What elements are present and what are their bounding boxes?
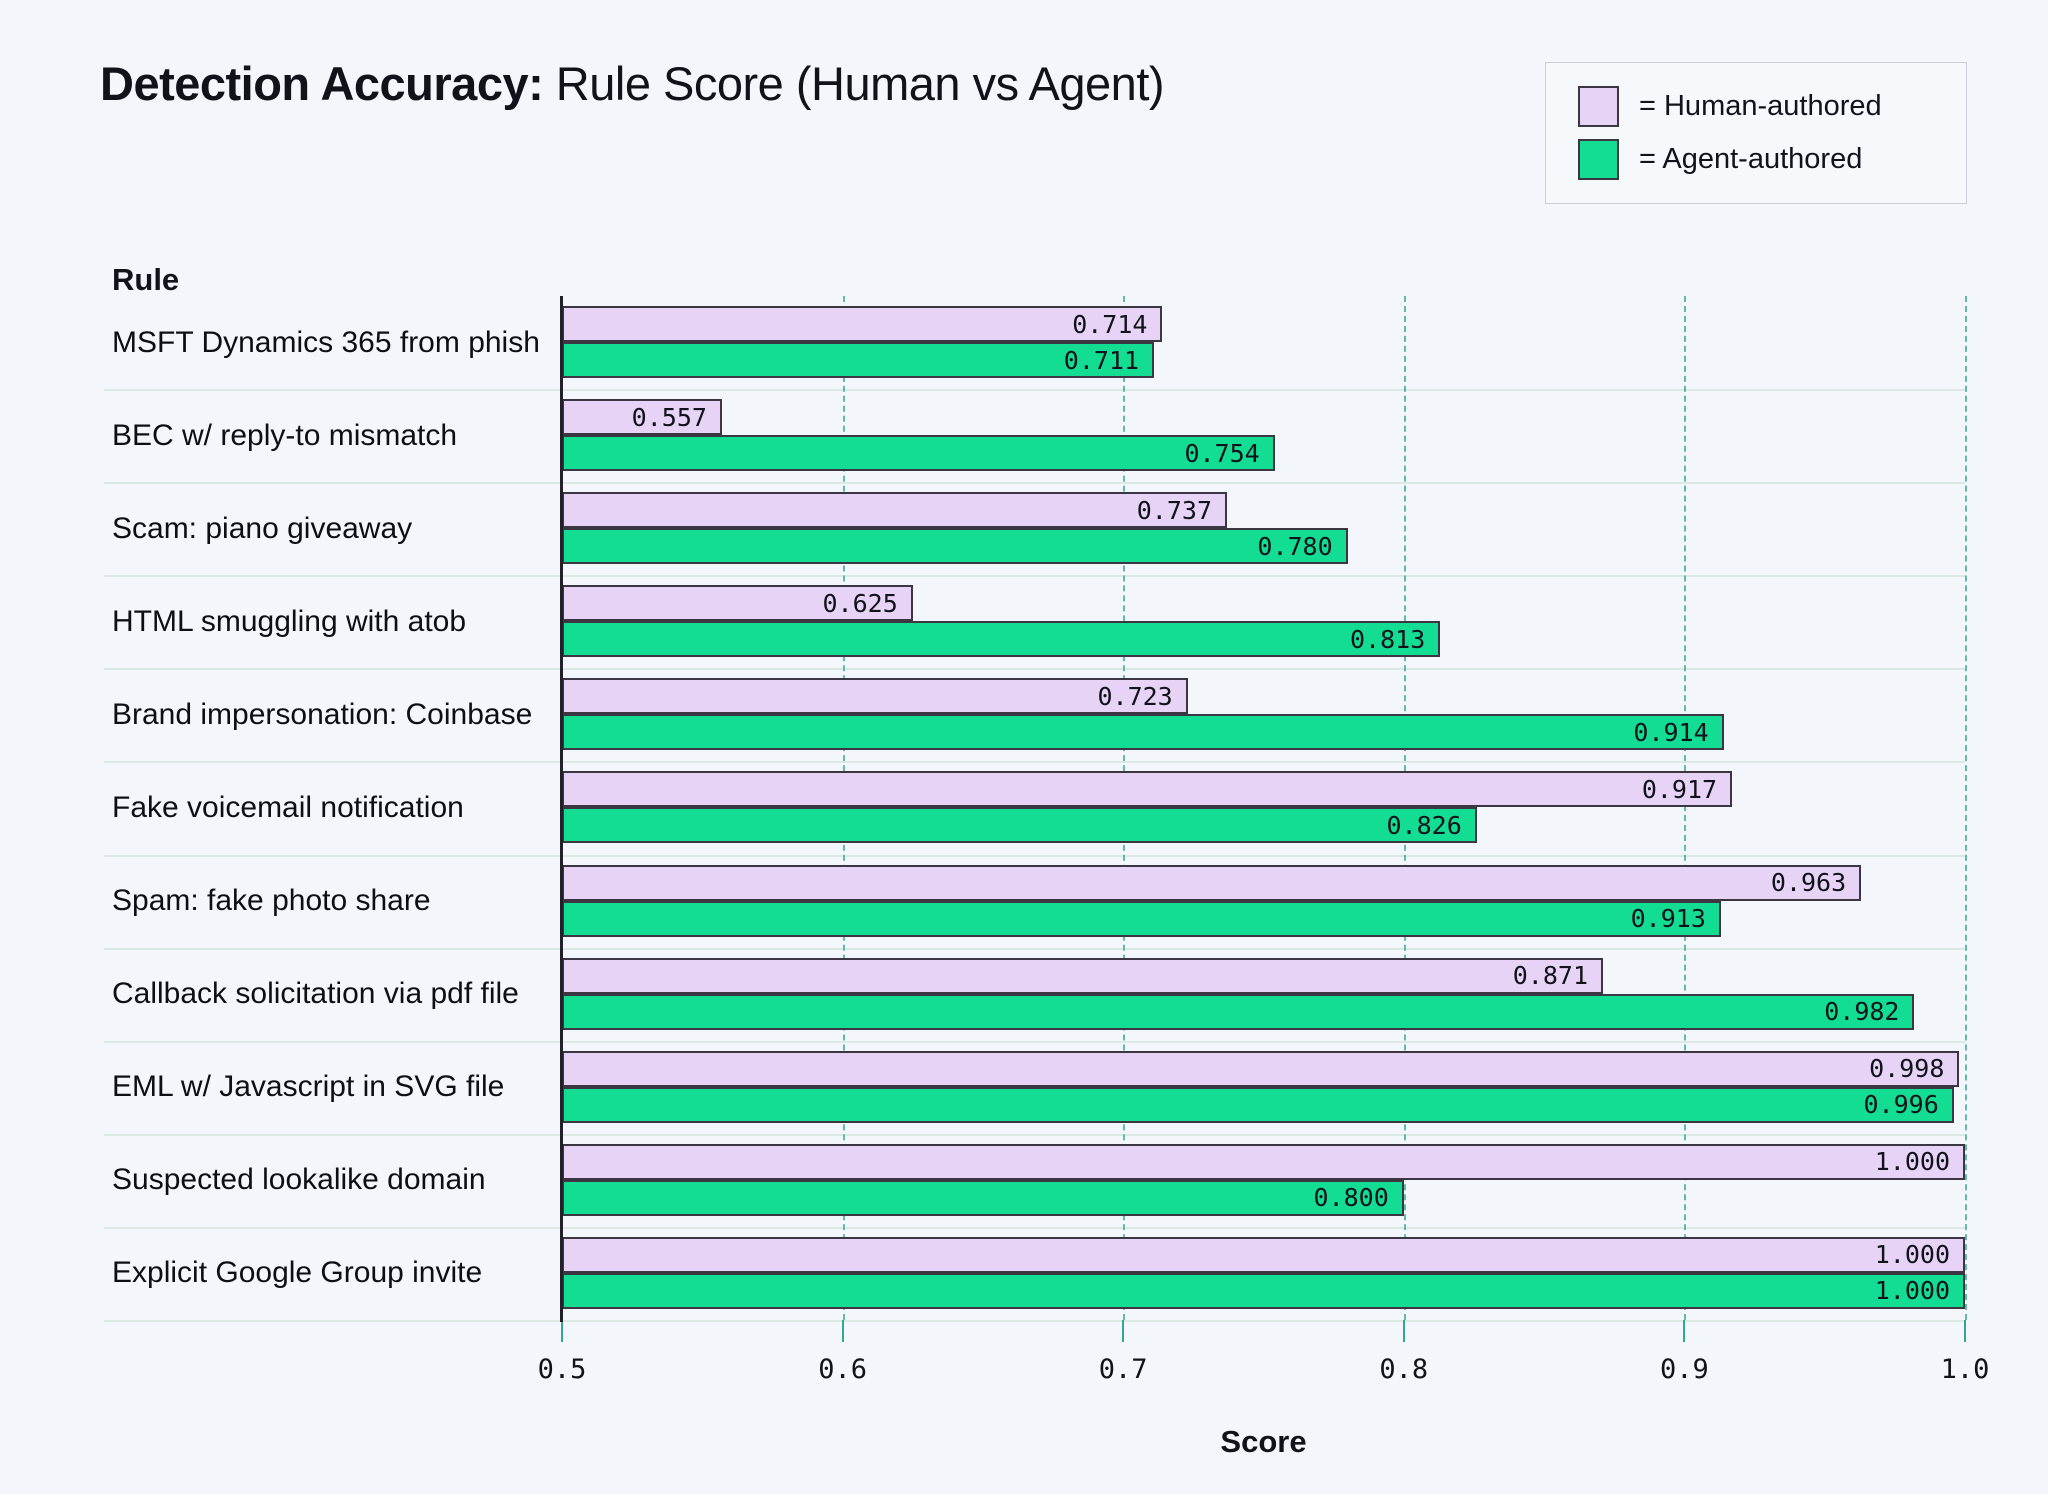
bar-value-label: 0.737 xyxy=(1136,495,1213,525)
bar-agent: 0.996 xyxy=(562,1086,1954,1123)
page-title-emphasis: Detection Accuracy: xyxy=(100,57,544,110)
bar-value-label: 0.917 xyxy=(1641,774,1718,804)
bar-agent: 0.982 xyxy=(562,993,1915,1030)
rule-label: Suspected lookalike domain xyxy=(112,1163,486,1197)
rule-label: EML w/ Javascript in SVG file xyxy=(112,1070,505,1104)
legend-item-human: = Human-authored xyxy=(1578,86,1966,127)
bar-value-label: 0.754 xyxy=(1184,438,1260,468)
row-separator xyxy=(104,948,1965,950)
legend-label-human: = Human-authored xyxy=(1639,90,1882,122)
x-axis-tick-label: 0.6 xyxy=(818,1354,867,1385)
bar-value-label: 0.813 xyxy=(1350,624,1426,654)
bar-value-label: 0.963 xyxy=(1770,868,1847,898)
agent-swatch xyxy=(1578,139,1619,180)
page-title-rest: Rule Score (Human vs Agent) xyxy=(543,57,1165,110)
x-axis-tick xyxy=(1964,1320,1966,1342)
row-separator xyxy=(104,1227,1965,1229)
bar-agent: 0.780 xyxy=(562,528,1348,565)
rule-label: HTML smuggling with atob xyxy=(112,604,467,638)
bar-agent: 0.800 xyxy=(562,1179,1404,1216)
x-axis-tick xyxy=(1122,1320,1125,1342)
bar-human: 0.963 xyxy=(562,864,1862,901)
gridline xyxy=(1965,296,1967,1320)
y-axis-header: Rule xyxy=(112,262,180,297)
bar-human: 0.723 xyxy=(562,678,1188,715)
rule-label: Callback solicitation via pdf file xyxy=(112,977,519,1011)
x-axis-tick xyxy=(1402,1320,1405,1342)
row-separator xyxy=(104,1134,1965,1136)
row-separator xyxy=(104,668,1965,670)
x-axis-tick xyxy=(841,1320,844,1342)
bar-human: 1.000 xyxy=(562,1236,1965,1273)
gridline xyxy=(1684,296,1687,1320)
x-axis-tick-label: 0.7 xyxy=(1098,1354,1148,1385)
x-axis-tick-label: 0.5 xyxy=(537,1354,587,1385)
bar-value-label: 0.914 xyxy=(1633,717,1709,747)
bar-value-label: 0.998 xyxy=(1869,1054,1945,1084)
bar-value-label: 0.723 xyxy=(1097,681,1173,711)
bar-human: 0.714 xyxy=(562,306,1163,342)
rule-label: Scam: piano giveaway xyxy=(112,511,413,545)
bar-agent: 0.754 xyxy=(562,435,1275,472)
rule-label: Explicit Google Group invite xyxy=(112,1256,483,1290)
bar-value-label: 0.982 xyxy=(1824,997,1900,1027)
bar-agent: 0.813 xyxy=(562,621,1441,658)
bar-agent: 0.913 xyxy=(562,900,1721,937)
bar-value-label: 0.913 xyxy=(1630,904,1706,934)
bar-human: 0.871 xyxy=(562,957,1604,994)
page-title: Detection Accuracy: Rule Score (Human vs… xyxy=(100,56,1165,111)
bar-value-label: 1.000 xyxy=(1874,1240,1950,1270)
bar-value-label: 0.557 xyxy=(631,402,707,432)
rule-label: BEC w/ reply-to mismatch xyxy=(112,418,458,452)
row-separator xyxy=(104,1041,1965,1043)
bar-agent: 0.914 xyxy=(562,714,1724,751)
bar-value-label: 0.826 xyxy=(1386,810,1462,840)
bar-agent: 0.711 xyxy=(562,342,1155,378)
row-separator xyxy=(104,761,1965,763)
bar-value-label: 0.871 xyxy=(1512,961,1589,991)
bar-value-label: 0.800 xyxy=(1313,1183,1389,1213)
bar-human: 0.917 xyxy=(562,771,1733,808)
human-swatch xyxy=(1578,86,1619,127)
row-separator xyxy=(104,389,1965,391)
x-axis-tick xyxy=(1683,1320,1686,1342)
bar-human: 1.000 xyxy=(562,1143,1965,1180)
bar-human: 0.557 xyxy=(562,399,722,436)
legend-item-agent: = Agent-authored xyxy=(1578,139,1966,180)
rule-label: Brand impersonation: Coinbase xyxy=(112,697,533,731)
bar-value-label: 0.714 xyxy=(1072,309,1148,339)
rule-label: MSFT Dynamics 365 from phish xyxy=(112,325,540,359)
x-axis-tick-label: 1.0 xyxy=(1940,1354,1990,1385)
bar-human: 0.737 xyxy=(562,492,1228,529)
row-separator xyxy=(104,482,1965,484)
bar-value-label: 0.625 xyxy=(822,588,898,618)
row-separator xyxy=(104,575,1965,577)
y-axis-spine xyxy=(560,296,563,1322)
bar-agent: 0.826 xyxy=(562,807,1477,844)
bar-value-label: 1.000 xyxy=(1874,1276,1950,1306)
row-separator xyxy=(104,855,1965,857)
bar-value-label: 0.996 xyxy=(1863,1090,1939,1120)
bar-value-label: 1.000 xyxy=(1874,1147,1950,1177)
x-axis-tick-label: 0.9 xyxy=(1660,1354,1709,1385)
row-separator xyxy=(104,1320,1965,1322)
bar-value-label: 0.711 xyxy=(1063,345,1140,375)
x-axis-tick xyxy=(561,1320,563,1342)
bar-value-label: 0.780 xyxy=(1257,531,1333,561)
bar-human: 0.998 xyxy=(562,1050,1960,1087)
rule-label: Fake voicemail notification xyxy=(112,790,464,824)
x-axis-tick-label: 0.8 xyxy=(1379,1354,1429,1385)
legend: = Human-authored = Agent-authored xyxy=(1545,62,1967,204)
bar-human: 0.625 xyxy=(562,585,913,622)
rule-label: Spam: fake photo share xyxy=(112,884,431,918)
legend-label-agent: = Agent-authored xyxy=(1639,143,1863,175)
x-axis-title: Score xyxy=(1220,1424,1307,1459)
bar-agent: 1.000 xyxy=(562,1272,1965,1309)
